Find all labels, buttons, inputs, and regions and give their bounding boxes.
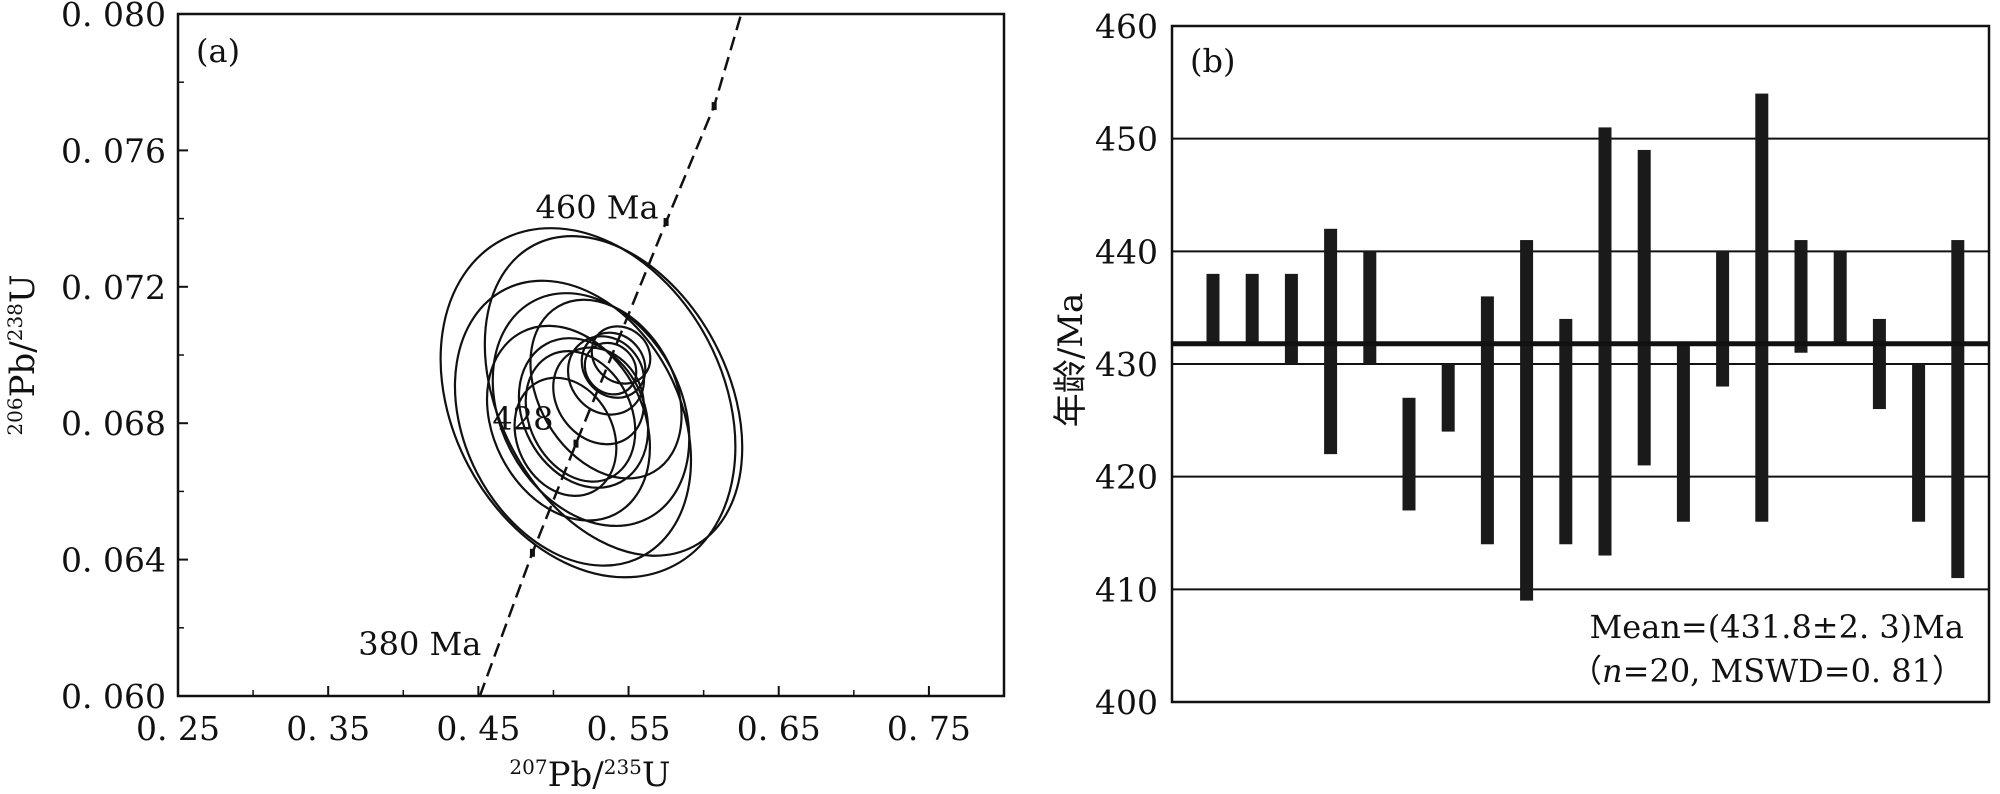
age-error-bar	[1833, 251, 1847, 342]
error-ellipse	[583, 341, 638, 396]
axis-ticks-a	[177, 13, 1005, 697]
concordia-age-marker	[529, 548, 535, 557]
x-tick-label-a: 0. 25	[136, 709, 220, 748]
error-ellipse	[483, 235, 744, 557]
age-error-bar	[1676, 341, 1690, 522]
concordia-age-marker	[711, 102, 717, 111]
x-title-base1: Pb/	[548, 755, 605, 794]
y-title-base1: Pb/	[3, 341, 43, 398]
age-error-bar	[1912, 364, 1926, 522]
x-title-sup2: 235	[604, 755, 642, 779]
concordia-curve	[478, 13, 743, 697]
y-tick-label-a: 0. 064	[61, 541, 166, 580]
y-title-sup2: 238	[3, 303, 27, 341]
mean-label-line1: Mean=(431.8±2. 3)Ma	[1590, 608, 1965, 646]
x-title-base2: U	[642, 755, 671, 794]
age-error-bar	[1245, 273, 1259, 342]
age-error-bars	[1206, 93, 1965, 601]
y-title-sup1: 206	[3, 397, 27, 435]
plot-frame-b	[1170, 24, 1991, 704]
age-error-bar	[1441, 364, 1455, 432]
error-ellipse	[566, 335, 646, 416]
age-error-bar	[1559, 318, 1573, 545]
x-tick-label-a: 0. 75	[887, 709, 971, 748]
panel-label-b: (b)	[1190, 42, 1235, 80]
concordia-age-label: 380 Ma	[358, 625, 481, 663]
concordia-age-labels: 460 Ma 428 380 Ma	[358, 189, 658, 663]
age-error-bar	[1284, 273, 1298, 364]
x-tick-label-a: 0. 35	[286, 709, 370, 748]
y-tick-labels-a: 0. 060 0. 064 0. 068 0. 072 0. 076 0. 080	[61, 0, 166, 716]
y-tick-label-b: 400	[1095, 683, 1158, 722]
error-ellipse	[552, 346, 645, 446]
panel-label-a: (a)	[196, 32, 240, 70]
mean-label-n: n	[1602, 652, 1623, 690]
error-ellipse	[580, 331, 647, 399]
mean-label-rest: =20, MSWD=0. 81）	[1623, 652, 1964, 690]
error-ellipses	[439, 227, 744, 579]
y-tick-label-b: 450	[1095, 120, 1158, 159]
age-error-bar	[1755, 93, 1769, 522]
error-ellipse	[529, 298, 683, 480]
mean-label-line2: （n=20, MSWD=0. 81）	[1570, 652, 1964, 690]
concordia-age-label: 428	[492, 400, 553, 438]
y-tick-label-a: 0. 068	[61, 404, 166, 443]
error-ellipse	[517, 337, 650, 489]
x-tick-label-a: 0. 45	[436, 709, 520, 748]
y-tick-label-b: 460	[1095, 7, 1158, 46]
age-error-bar	[1402, 397, 1416, 511]
age-error-bar	[1637, 149, 1651, 466]
concordia-age-marker	[663, 218, 669, 227]
gridlines-b	[1172, 137, 1989, 591]
age-error-bar	[1363, 251, 1377, 364]
age-error-bar	[1520, 240, 1534, 601]
y-tick-labels-b: 400 410 420 430 440 450 460	[1095, 7, 1158, 722]
x-title-sup1: 207	[509, 755, 547, 779]
y-tick-label-b: 430	[1095, 345, 1158, 384]
concordia-line	[478, 13, 743, 697]
age-error-bar	[1206, 273, 1220, 342]
age-error-bar	[1716, 251, 1730, 387]
concordia-panel: 0. 25 0. 35 0. 45 0. 55 0. 65 0. 75 0. 0600. …	[3, 0, 1006, 794]
age-error-bar	[1951, 240, 1965, 579]
y-axis-title-a: 206Pb/238U	[3, 274, 43, 435]
y-tick-label-a: 0. 072	[61, 268, 166, 307]
y-tick-label-a: 0. 076	[61, 131, 166, 170]
error-ellipse	[513, 376, 618, 497]
y-tick-label-b: 440	[1095, 232, 1158, 271]
x-tick-label-a: 0. 55	[587, 709, 671, 748]
error-ellipse	[485, 324, 652, 522]
concordia-age-label: 460 Ma	[535, 189, 658, 227]
error-ellipse	[453, 279, 693, 567]
x-tick-labels-a: 0. 25 0. 35 0. 45 0. 55 0. 65 0. 75	[136, 709, 971, 748]
error-ellipse	[439, 227, 737, 579]
error-ellipse	[524, 350, 637, 483]
y-tick-label-a: 0. 080	[61, 0, 166, 34]
mean-label-open-paren: （	[1570, 652, 1602, 690]
age-error-bar	[1480, 296, 1494, 545]
x-tick-label-a: 0. 65	[737, 709, 821, 748]
x-axis-title-a: 207Pb/235U	[509, 755, 670, 794]
age-error-bar	[1794, 240, 1808, 353]
y-title-base2: U	[3, 274, 43, 303]
age-bar-panel: 400 410 420 430 440 450 460 (b) 年龄/Ma Mean=(43…	[1051, 7, 1991, 722]
y-axis-title-b: 年龄/Ma	[1051, 293, 1091, 428]
concordia-age-marker	[573, 439, 579, 448]
y-tick-label-b: 410	[1095, 570, 1158, 609]
age-error-bar	[1872, 318, 1886, 410]
y-tick-label-b: 420	[1095, 458, 1158, 497]
error-ellipse	[590, 325, 652, 385]
y-tick-label-a: 0. 060	[61, 677, 166, 716]
